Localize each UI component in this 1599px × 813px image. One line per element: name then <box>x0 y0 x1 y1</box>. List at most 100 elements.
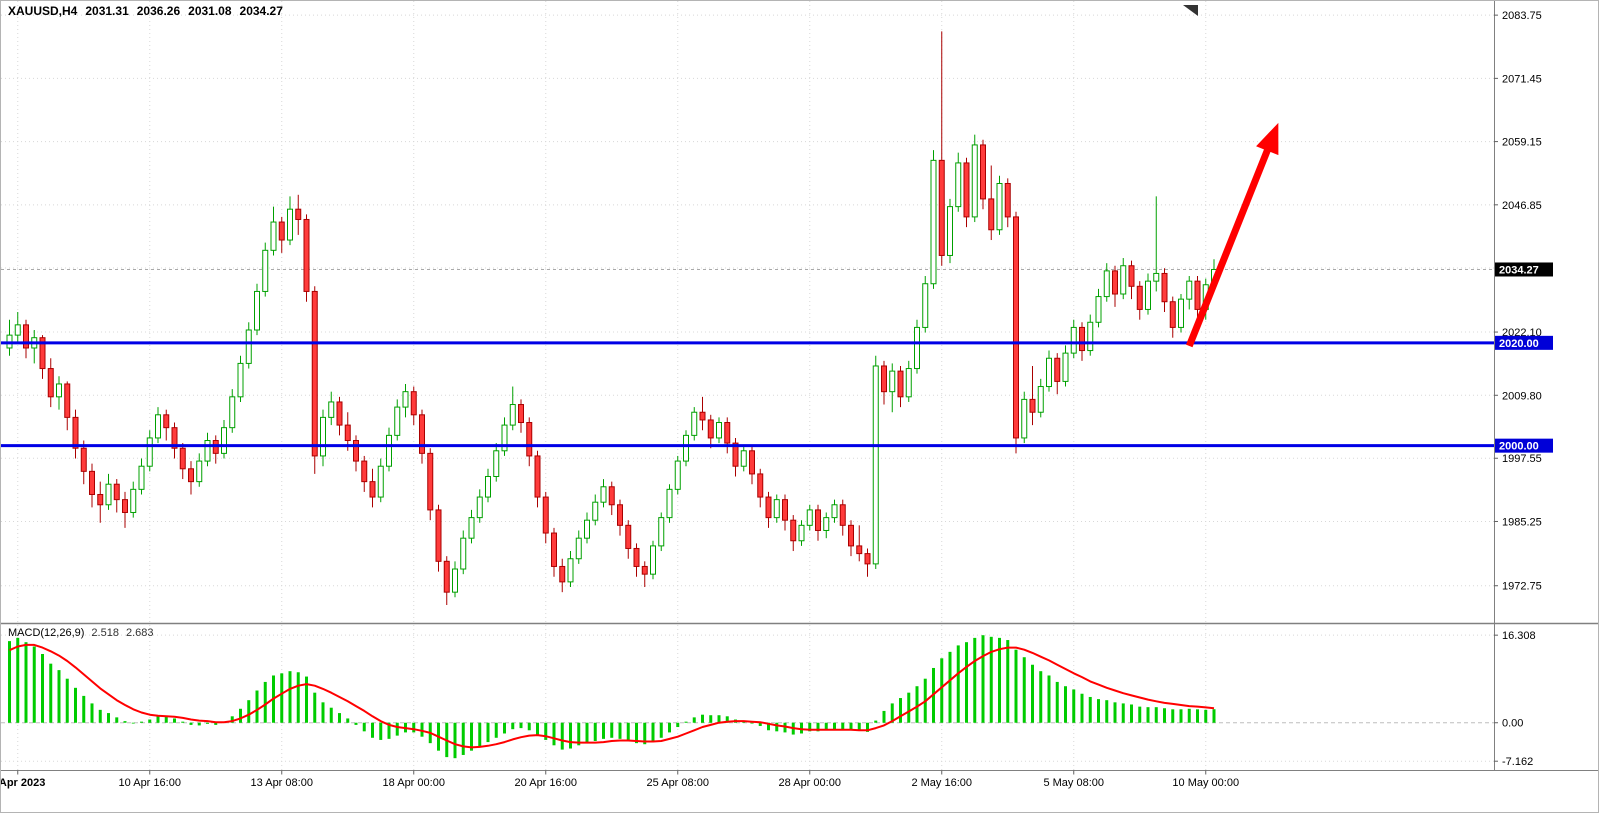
candle-bear <box>815 509 821 531</box>
hline-price-badge <box>1495 438 1553 453</box>
macd-histogram-bar <box>321 702 325 723</box>
candle-bull <box>716 422 722 439</box>
candle-bull <box>460 537 467 570</box>
macd-histogram-bar <box>1212 709 1216 723</box>
macd-histogram-bar <box>758 722 762 726</box>
candle-bear <box>864 553 871 565</box>
macd-indicator-header: MACD(12,26,9) 2.518 2.683 <box>8 627 153 639</box>
macd-histogram-bar <box>593 722 597 741</box>
macd-histogram-bar <box>527 722 531 731</box>
macd-histogram-bar <box>131 722 135 724</box>
candle-bear <box>1054 357 1061 382</box>
macd-histogram-bar <box>24 642 28 723</box>
candle-bear <box>551 532 557 567</box>
macd-histogram-bar <box>8 641 11 723</box>
time-axis-label: 25 Apr 08:00 <box>647 777 709 789</box>
macd-histogram-bar <box>329 707 333 723</box>
macd-histogram-bar <box>1105 700 1109 723</box>
macd-histogram-bar <box>1130 704 1133 723</box>
macd-histogram-bar <box>412 722 416 733</box>
macd-histogram-bar <box>775 722 779 732</box>
candle-bear <box>1194 280 1201 310</box>
macd-histogram-bar <box>783 722 787 733</box>
candle-bull <box>254 290 260 331</box>
candle-bear <box>336 401 343 426</box>
high-value: 2036.26 <box>136 4 181 18</box>
candle-bear <box>1112 270 1118 295</box>
candle-bull <box>196 460 203 483</box>
time-axis-label: 10 May 00:00 <box>1172 777 1239 789</box>
price-axis-label: 2071.45 <box>1502 73 1542 85</box>
price-axis[interactable] <box>1495 1 1599 771</box>
candle-bull <box>740 450 747 467</box>
candle-bull <box>493 450 500 477</box>
macd-histogram-bar <box>874 720 878 723</box>
macd-histogram-bar <box>338 713 341 723</box>
macd-histogram-bar <box>82 695 86 723</box>
macd-histogram-bar <box>164 716 168 723</box>
candle-bull <box>468 517 475 539</box>
macd-histogram-bar <box>915 686 919 723</box>
candle-bear <box>1079 326 1085 352</box>
macd-histogram-bar <box>1055 681 1059 723</box>
candle-bull <box>262 249 269 292</box>
macd-histogram-bar <box>239 708 242 723</box>
time-axis[interactable] <box>1 771 1599 813</box>
macd-histogram-bar <box>519 722 523 729</box>
macd-histogram-bar <box>709 715 713 723</box>
candle-bear <box>113 483 120 501</box>
candle-bear <box>344 424 351 442</box>
macd-histogram-bar <box>354 722 358 725</box>
candle-bull <box>914 326 920 370</box>
trend-arrow-head[interactable] <box>1256 122 1279 156</box>
candle-bear <box>311 290 318 457</box>
macd-histogram-bar <box>750 722 754 724</box>
macd-histogram-bar <box>602 722 605 739</box>
macd-histogram-bar <box>569 722 572 749</box>
macd-histogram-bar <box>305 676 308 723</box>
hline-price-badge-text: 2020.00 <box>1499 338 1539 350</box>
macd-histogram-bar <box>725 716 729 723</box>
candle-bear <box>790 519 797 542</box>
macd-histogram-bar <box>65 678 69 723</box>
macd-histogram-bar <box>635 722 638 744</box>
shift-marker-triangle[interactable] <box>1183 5 1198 16</box>
macd-histogram-bar <box>1072 689 1076 723</box>
candle-bear <box>23 324 29 349</box>
candle-bear <box>278 221 285 241</box>
candle-bull <box>452 568 458 593</box>
candle-bear <box>848 524 854 547</box>
current-price-badge-text: 2034.27 <box>1499 264 1539 276</box>
candle-bull <box>922 283 929 328</box>
candle-bull <box>1087 321 1094 352</box>
macd-histogram-bar <box>90 703 94 723</box>
macd-histogram-bar <box>156 716 160 723</box>
hline-price-badge-text: 2000.00 <box>1499 441 1539 453</box>
macd-histogram-bar <box>453 722 457 759</box>
price-axis-label: 1997.55 <box>1502 453 1542 465</box>
trend-arrow-line[interactable] <box>1185 138 1275 348</box>
candle-bear <box>518 404 524 424</box>
candle-bear <box>89 470 95 495</box>
macd-histogram-bar <box>659 722 663 738</box>
macd-histogram-bar <box>1121 703 1125 723</box>
macd-histogram-bar <box>899 698 902 723</box>
candle-bull <box>806 509 813 526</box>
macd-histogram-bar <box>470 722 473 751</box>
macd-histogram-bar <box>1171 709 1175 723</box>
candle-bull <box>1062 352 1069 382</box>
candle-bull <box>221 427 227 454</box>
macd-histogram-bar <box>98 709 102 723</box>
macd-histogram-bar <box>181 721 185 723</box>
macd-histogram-bar <box>956 645 960 723</box>
macd-histogram-bar <box>857 722 861 731</box>
candle-bear <box>856 545 863 555</box>
macd-histogram-bar <box>1179 709 1183 723</box>
macd-histogram-bar <box>668 722 671 733</box>
candle-bull <box>831 504 838 519</box>
candle-bull <box>1103 270 1110 298</box>
price-axis-label: 2083.75 <box>1502 10 1542 22</box>
macd-histogram-bar <box>32 646 36 723</box>
